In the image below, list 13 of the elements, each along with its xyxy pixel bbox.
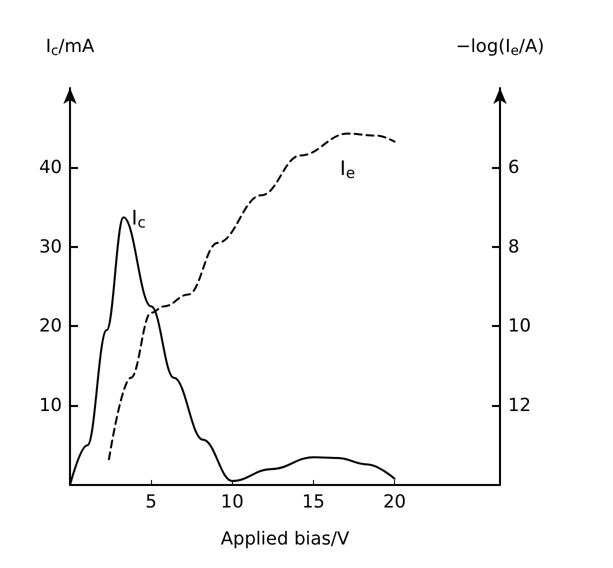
x-tick-label: 15 (302, 492, 325, 512)
y2-tick-label: 10 (508, 316, 531, 337)
y-tick-label: 20 (39, 316, 62, 337)
x-axis-title: Applied bias/V (220, 528, 350, 550)
x-tick-label: 10 (220, 492, 244, 512)
y-tick-label: 30 (39, 236, 62, 258)
x-tick-label: 20 (383, 492, 406, 512)
y2-tick-label: 12 (508, 395, 531, 416)
x-tick-label: 5 (145, 492, 157, 512)
y2-tick-label: 8 (508, 236, 520, 258)
y2-tick-label: 6 (508, 156, 520, 178)
y-tick-label: 40 (39, 156, 62, 178)
y-tick-label: 10 (39, 395, 62, 416)
